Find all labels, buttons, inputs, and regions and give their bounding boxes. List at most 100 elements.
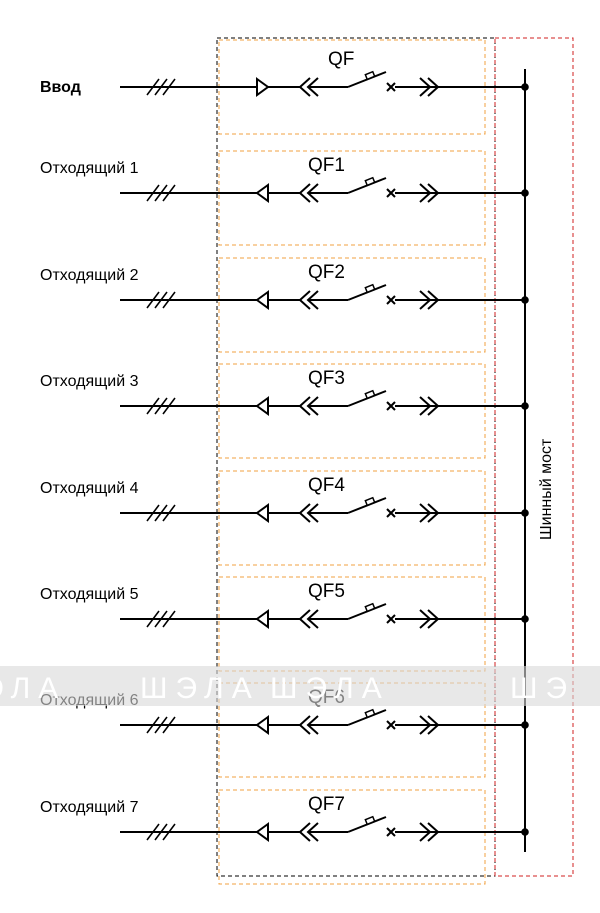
compartment-box xyxy=(218,150,486,246)
breaker-switch-icon xyxy=(347,176,387,194)
watermark-text: ШЭЛА xyxy=(140,672,260,705)
outgoing-triangle-icon xyxy=(255,290,269,310)
three-phase-mark xyxy=(146,184,176,202)
phase-slash xyxy=(162,823,176,841)
breaker-switch-icon xyxy=(347,496,387,514)
compartment-box xyxy=(218,470,486,566)
breaker-switch-icon xyxy=(347,70,387,88)
phase-slash xyxy=(146,184,160,202)
trip-cross xyxy=(386,401,396,411)
breaker-designation: QF xyxy=(328,49,354,70)
phase-slash xyxy=(162,184,176,202)
feeder-label: Отходящий 1 xyxy=(40,160,139,177)
busbar-junction-dot xyxy=(521,828,529,836)
three-phase-mark xyxy=(146,291,176,309)
breaker-latch xyxy=(364,815,376,826)
feeder-outgoing-7: Отходящий 7 QF7 xyxy=(40,794,529,842)
phase-slash xyxy=(162,716,176,734)
breaker-switch-icon xyxy=(347,602,387,620)
phase-slash xyxy=(154,716,168,734)
compartment-box xyxy=(218,789,486,885)
feeder-label: Отходящий 7 xyxy=(40,799,139,816)
busbar-enclosure xyxy=(494,37,574,877)
three-phase-mark xyxy=(146,78,176,96)
phase-slash xyxy=(154,397,168,415)
feeder-label: Отходящий 2 xyxy=(40,267,139,284)
phase-slash xyxy=(146,291,160,309)
watermark: ЭЛА ШЭЛА ШЭЛА ШЭ xyxy=(0,666,600,706)
breaker-compartments xyxy=(218,39,486,885)
feeder-input: Ввод QF xyxy=(40,49,529,97)
feeder-label: Отходящий 5 xyxy=(40,586,139,603)
phase-slash xyxy=(154,610,168,628)
feeder-outgoing-2: Отходящий 2 QF2 xyxy=(40,262,529,310)
trip-cross xyxy=(386,614,396,624)
input-triangle-icon xyxy=(256,77,270,97)
feeder-outgoing-4: Отходящий 4 QF4 xyxy=(40,475,529,523)
breaker-designation: QF7 xyxy=(308,794,345,815)
busbar-label: Шинный мост xyxy=(538,438,555,540)
phase-slash xyxy=(146,504,160,522)
phase-slash xyxy=(146,397,160,415)
breaker-switch-icon xyxy=(347,389,387,407)
phase-slash xyxy=(162,610,176,628)
trip-cross xyxy=(386,295,396,305)
trip-cross xyxy=(386,720,396,730)
busbar-junction-dot xyxy=(521,402,529,410)
feeder-outgoing-3: Отходящий 3 QF3 xyxy=(40,368,529,416)
phase-slash xyxy=(154,504,168,522)
phase-slash xyxy=(154,78,168,96)
phase-slash xyxy=(146,716,160,734)
feeder-outgoing-1: Отходящий 1 QF1 xyxy=(40,155,529,203)
phase-slash xyxy=(146,823,160,841)
feeder-label: Ввод xyxy=(40,79,81,96)
feeder-outgoing-5: Отходящий 5 QF5 xyxy=(40,581,529,629)
compartment-box xyxy=(218,576,486,672)
phase-slash xyxy=(154,184,168,202)
busbar-junction-dot xyxy=(521,189,529,197)
three-phase-mark xyxy=(146,610,176,628)
watermark-band xyxy=(0,666,600,706)
watermark-text: ЭЛА xyxy=(0,672,66,705)
breaker-designation: QF3 xyxy=(308,368,345,389)
outgoing-triangle-icon xyxy=(255,503,269,523)
busbar-junction-dot xyxy=(521,615,529,623)
trip-cross xyxy=(386,188,396,198)
breaker-designation: QF2 xyxy=(308,262,345,283)
three-phase-mark xyxy=(146,504,176,522)
three-phase-mark xyxy=(146,716,176,734)
trip-cross xyxy=(386,508,396,518)
phase-slash xyxy=(154,291,168,309)
watermark-text: ШЭЛА xyxy=(270,672,390,705)
compartment-box xyxy=(218,363,486,459)
breaker-latch xyxy=(364,389,376,400)
busbar-junction-dot xyxy=(521,296,529,304)
three-phase-mark xyxy=(146,823,176,841)
breaker-latch xyxy=(364,283,376,294)
compartment-box xyxy=(218,257,486,353)
feeder-label: Отходящий 4 xyxy=(40,480,139,497)
breaker-latch xyxy=(364,602,376,613)
trip-cross xyxy=(386,827,396,837)
busbar-junction-dot xyxy=(521,83,529,91)
phase-slash xyxy=(146,610,160,628)
breaker-designation: QF4 xyxy=(308,475,345,496)
trip-cross xyxy=(386,82,396,92)
outgoing-triangle-icon xyxy=(255,822,269,842)
three-phase-mark xyxy=(146,397,176,415)
phase-slash xyxy=(146,78,160,96)
phase-slash xyxy=(162,504,176,522)
watermark-text: ШЭ xyxy=(510,672,575,705)
busbar-junction-dot xyxy=(521,721,529,729)
breaker-designation: QF5 xyxy=(308,581,345,602)
busbar-junction-dot xyxy=(521,509,529,517)
phase-slash xyxy=(162,291,176,309)
outgoing-triangle-icon xyxy=(255,183,269,203)
phase-slash xyxy=(162,78,176,96)
breaker-latch xyxy=(364,70,376,81)
breaker-latch xyxy=(364,496,376,507)
breaker-switch-icon xyxy=(347,708,387,726)
breaker-switch-icon xyxy=(347,283,387,301)
